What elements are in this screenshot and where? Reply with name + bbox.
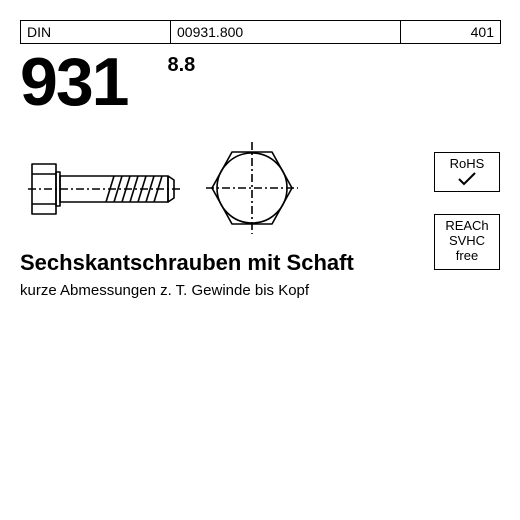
product-subtitle: kurze Abmessungen z. T. Gewinde bis Kopf [20, 282, 500, 299]
technical-drawings [20, 120, 500, 250]
reach-line3: free [439, 249, 495, 264]
reach-line1: REACh [439, 219, 495, 234]
header-standard: DIN [21, 21, 171, 44]
product-datasheet: DIN 00931.800 401 931 8.8 [0, 0, 520, 520]
standard-row: 931 8.8 [20, 48, 500, 116]
header-article-no: 00931.800 [171, 21, 401, 44]
reach-line2: SVHC [439, 234, 495, 249]
product-title: Sechskantschrauben mit Schaft [20, 250, 500, 276]
rohs-label: RoHS [439, 157, 495, 172]
rohs-badge: RoHS [434, 152, 500, 192]
strength-class: 8.8 [167, 54, 195, 77]
standard-number: 931 [20, 48, 127, 116]
hex-front-view-icon [206, 142, 298, 234]
bolt-side-view-icon [28, 150, 190, 228]
header-code: 401 [401, 21, 501, 44]
header-table: DIN 00931.800 401 [20, 20, 501, 44]
check-icon [457, 172, 477, 186]
reach-badge: REACh SVHC free [434, 214, 500, 270]
